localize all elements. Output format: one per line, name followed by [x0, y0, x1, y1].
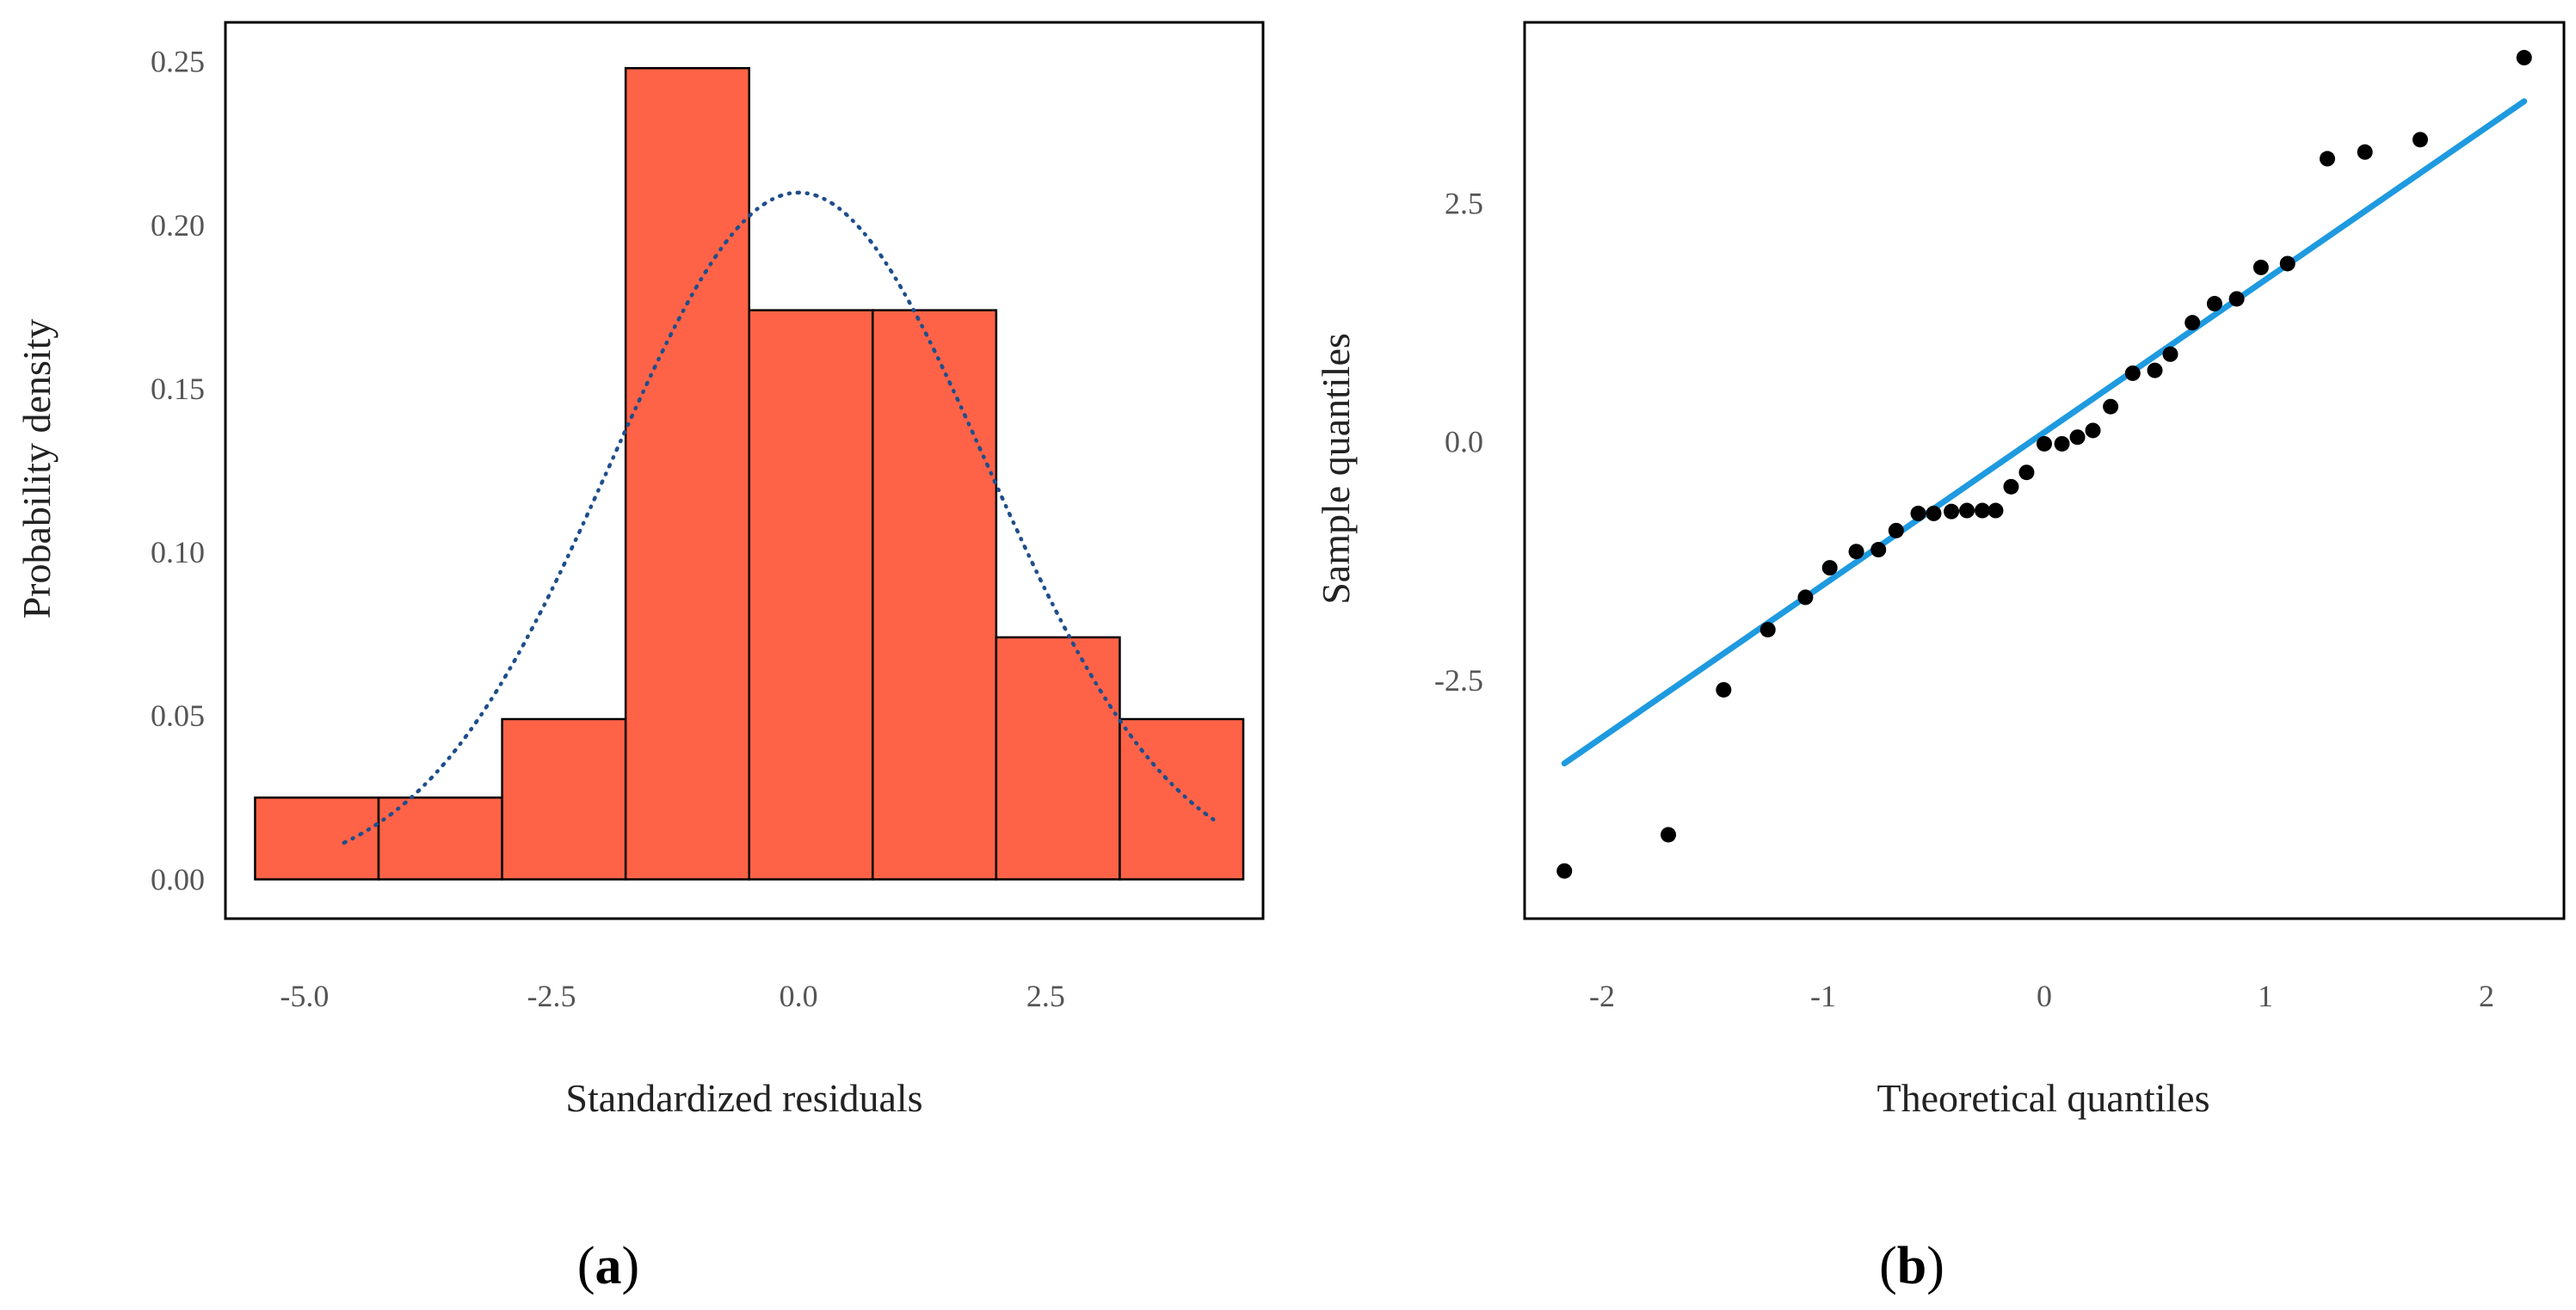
qq-point	[1975, 502, 1991, 519]
histogram-x-tick-label: 0.0	[780, 979, 818, 1013]
histogram-bar-2	[377, 796, 503, 881]
qq-point	[2037, 435, 2052, 452]
histogram-y-tick-label: 0.05	[151, 698, 205, 733]
qq-point	[2018, 464, 2035, 481]
histogram-x-axis-title: Standardized residuals	[565, 1076, 922, 1120]
qq-point	[2185, 315, 2201, 331]
qq-point	[2516, 50, 2532, 66]
histogram-x-ticks: -5.0 -2.5 0.0 2.5	[280, 979, 1064, 1013]
histogram-bar-3	[501, 717, 627, 881]
histogram-plot-frame	[224, 21, 1265, 920]
histogram-bar-4	[624, 66, 750, 881]
histogram-bar-6	[872, 309, 998, 881]
histogram-bar-5	[748, 309, 874, 881]
histogram-y-tick-label: 0.00	[151, 862, 205, 896]
qq-point	[1870, 542, 1887, 558]
qq-point	[1888, 522, 1904, 538]
histogram-y-tick-label: 0.25	[151, 45, 205, 79]
qq-point	[2228, 291, 2245, 307]
qq-x-ticks: -2 -1 0 1 2	[1589, 979, 2494, 1013]
qq-point	[1944, 503, 1960, 520]
qq-point	[2279, 255, 2296, 272]
qq-y-tick-label: 2.5	[1445, 187, 1483, 221]
histogram-panel: -5.0 -2.5 0.0 2.5 0.000.050.100.150.200.25 …	[15, 21, 1265, 1295]
qq-x-tick-label: 0	[2037, 979, 2052, 1013]
qq-point	[2319, 151, 2335, 167]
qq-y-axis-title: Sample quantiles	[1314, 333, 1358, 605]
qq-point	[2085, 422, 2101, 439]
histogram-y-tick-label: 0.10	[151, 535, 205, 569]
panel-label-b-letter: b	[1897, 1237, 1926, 1295]
qq-point	[1556, 863, 1573, 879]
qq-x-tick-label: 1	[2258, 979, 2273, 1013]
qq-point	[1797, 589, 1814, 606]
qq-point	[1926, 505, 1942, 521]
histogram-bar-8	[1119, 717, 1245, 881]
qq-point	[2206, 296, 2222, 312]
qq-point	[2162, 346, 2179, 362]
panel-label-b: (b)	[1879, 1237, 1944, 1295]
qq-points	[1556, 50, 2532, 879]
qq-y-ticks: -2.5 0.0 2.5	[1434, 187, 1483, 698]
histogram-y-ticks: 0.00 0.05 0.10 0.15 0.20 0.25	[151, 45, 205, 897]
normal-density-curve	[342, 190, 1216, 846]
qq-point	[2069, 429, 2086, 446]
qq-point	[1821, 560, 1838, 576]
qq-point	[2054, 435, 2070, 452]
qq-point	[1716, 681, 1732, 698]
qq-point	[1759, 622, 1776, 638]
histogram-bar-7	[995, 636, 1121, 881]
qq-y-tick-label: -2.5	[1434, 663, 1483, 698]
qq-x-tick-label: -2	[1589, 979, 1615, 1013]
panel-label-a-letter: a	[595, 1237, 622, 1295]
panel-label-a: (a)	[577, 1237, 639, 1295]
qq-point	[2412, 132, 2428, 148]
histogram-y-tick-label: 0.15	[151, 372, 205, 406]
histogram-x-tick-label: 2.5	[1026, 979, 1065, 1013]
qq-point	[2103, 398, 2119, 415]
qq-point	[1661, 827, 1677, 843]
histogram-bars	[254, 66, 1245, 881]
histogram-x-tick-label: -2.5	[527, 979, 576, 1013]
histogram-bar-1	[254, 796, 380, 881]
qq-x-tick-label: 2	[2479, 979, 2494, 1013]
qq-plot-panel: -2 -1 0 1 2 -2.5 0.0 2.5 Theoretical quantiles…	[1314, 21, 2566, 1295]
histogram-y-axis-title: Probability density	[15, 319, 59, 619]
qq-point	[1848, 544, 1864, 560]
qq-point	[2357, 144, 2373, 160]
qq-point	[2147, 362, 2163, 378]
qq-point	[2124, 365, 2141, 381]
qq-point	[1910, 505, 1926, 521]
qq-point	[1987, 502, 2004, 519]
qq-point	[1959, 502, 1975, 519]
qq-x-axis-title: Theoretical quantiles	[1877, 1076, 2209, 1120]
qq-x-tick-label: -1	[1810, 979, 1836, 1013]
qq-reference-line	[1561, 98, 2528, 767]
qq-point	[2252, 259, 2269, 275]
histogram-y-tick-label: 0.20	[151, 208, 205, 243]
qq-plot-frame	[1523, 21, 2566, 920]
qq-y-tick-label: 0.0	[1445, 425, 1483, 459]
histogram-x-tick-label: -5.0	[280, 979, 329, 1013]
qq-point	[2003, 478, 2019, 495]
